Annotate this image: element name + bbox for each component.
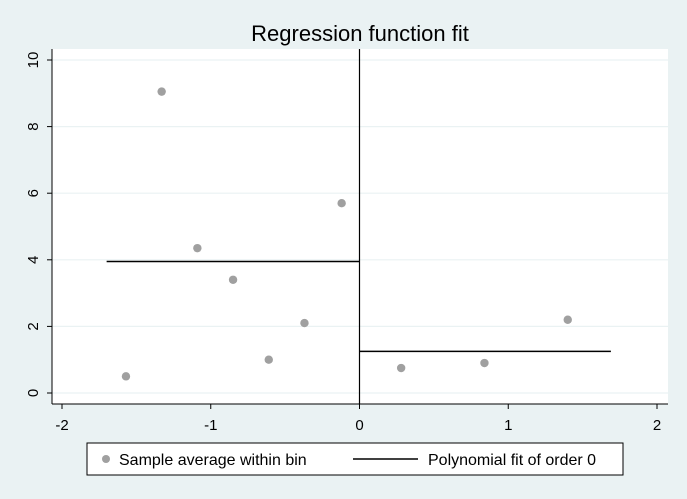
data-point-7 xyxy=(396,363,406,373)
data-point-9 xyxy=(563,315,572,324)
x-tick-label-2: 0 xyxy=(355,417,363,434)
data-point-1 xyxy=(157,87,166,96)
data-point-6 xyxy=(337,198,346,208)
axes: 0 2 4 6 8 10 -2 -1 0 1 2 xyxy=(25,49,668,434)
y-tick-label-0: 0 xyxy=(25,389,42,397)
data-point-3 xyxy=(228,275,238,284)
legend-label-points: Sample average within bin xyxy=(119,452,307,469)
x-tick-label-1: -1 xyxy=(204,417,217,434)
chart-title: Regression function fit xyxy=(251,21,469,46)
x-tick-label-0: -2 xyxy=(55,417,68,434)
data-point-2 xyxy=(193,243,202,253)
data-point-4 xyxy=(264,355,273,364)
legend-label-fit: Polynomial fit of order 0 xyxy=(428,452,596,469)
data-points xyxy=(121,87,572,381)
y-tick-label-4: 8 xyxy=(25,122,42,130)
x-tick-label-3: 1 xyxy=(504,417,512,434)
fit-lines xyxy=(106,260,611,353)
y-tick-label-2: 4 xyxy=(25,256,42,264)
data-point-5 xyxy=(300,318,309,328)
data-point-8 xyxy=(480,358,489,368)
y-tick-label-3: 6 xyxy=(25,189,42,197)
y-tick-label-1: 2 xyxy=(25,322,42,330)
legend-marker-points xyxy=(102,455,110,463)
x-tick-label-4: 2 xyxy=(653,417,661,434)
data-point-0 xyxy=(121,372,131,381)
legend: Sample average within bin Polynomial fit… xyxy=(86,442,624,476)
y-tick-label-5: 10 xyxy=(25,52,42,69)
